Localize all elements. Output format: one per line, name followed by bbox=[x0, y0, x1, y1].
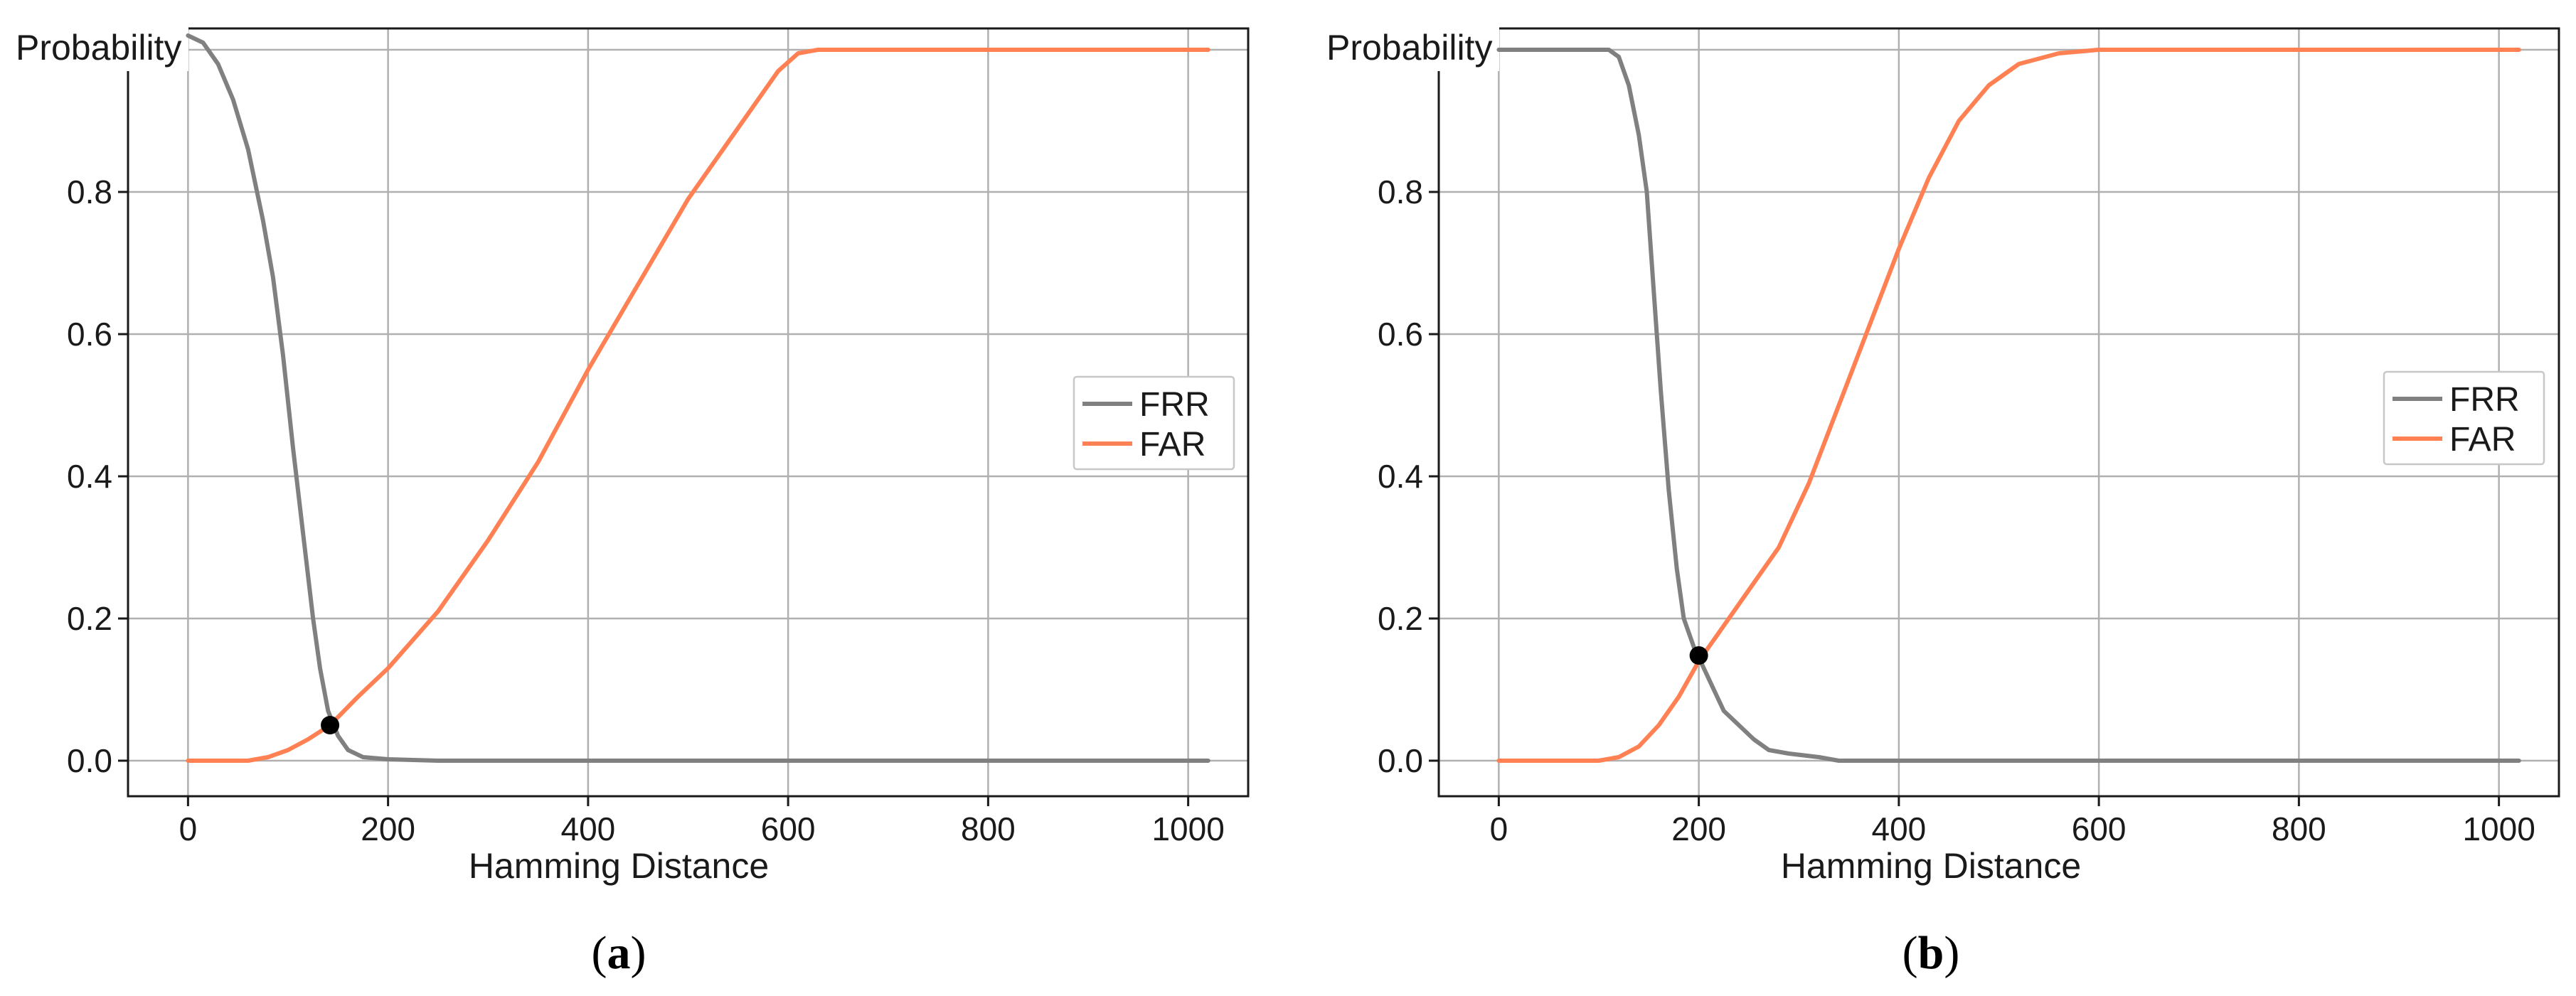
x-tick-label: 400 bbox=[561, 810, 616, 847]
x-axis-label: Hamming Distance bbox=[1781, 846, 2081, 886]
y-tick-label: 0.8 bbox=[67, 173, 112, 210]
legend-label-far: FAR bbox=[1139, 426, 1205, 464]
legend-label-frr: FRR bbox=[2449, 381, 2520, 419]
x-tick-label: 0 bbox=[1490, 810, 1508, 847]
y-tick-label: 0.0 bbox=[1378, 742, 1423, 779]
chart-panel-a: 020040060080010000.00.20.40.60.81.0Proba… bbox=[11, 27, 1250, 979]
y-axis-label: Probability bbox=[1326, 28, 1492, 68]
x-tick-label: 0 bbox=[179, 810, 198, 847]
x-axis-label: Hamming Distance bbox=[469, 846, 769, 886]
panel-label-close: ) bbox=[1944, 927, 1959, 979]
x-tick-label: 800 bbox=[961, 810, 1016, 847]
x-tick-label: 200 bbox=[361, 810, 415, 847]
y-axis-label-bg bbox=[1321, 27, 1499, 71]
y-tick-label: 0.0 bbox=[67, 742, 112, 779]
intersection-marker bbox=[1689, 646, 1708, 665]
series-line-frr bbox=[186, 33, 1210, 763]
panel-label-close: ) bbox=[631, 927, 646, 979]
y-tick-label: 0.4 bbox=[67, 458, 112, 495]
panel-label-open: ( bbox=[1902, 927, 1918, 979]
y-tick-label: 0.6 bbox=[1378, 316, 1423, 353]
legend-box bbox=[2383, 370, 2545, 466]
y-tick-label: 0.2 bbox=[1378, 600, 1423, 637]
x-tick-label: 600 bbox=[761, 810, 816, 847]
y-tick-label: 0.6 bbox=[67, 316, 112, 353]
y-tick-label: 0.4 bbox=[1378, 458, 1423, 495]
intersection-marker bbox=[321, 716, 340, 734]
x-tick-label: 400 bbox=[1872, 810, 1927, 847]
panel-label: (a) bbox=[592, 927, 646, 979]
x-tick-label: 1000 bbox=[2462, 810, 2535, 847]
y-axis-label-bg bbox=[11, 27, 188, 71]
panel-label-open: ( bbox=[592, 927, 607, 979]
panel-label: (b) bbox=[1902, 927, 1960, 979]
plot-frame bbox=[127, 27, 1250, 798]
x-tick-label: 200 bbox=[1671, 810, 1726, 847]
panel-label-letter: a bbox=[607, 927, 631, 979]
y-axis-label: Probability bbox=[16, 28, 181, 68]
series-line-frr bbox=[1496, 48, 2521, 763]
x-tick-label: 1000 bbox=[1151, 810, 1224, 847]
chart-panel-b: 020040060080010000.00.20.40.60.81.0Proba… bbox=[1321, 27, 2560, 979]
x-tick-label: 600 bbox=[2072, 810, 2127, 847]
x-tick-label: 800 bbox=[2272, 810, 2326, 847]
y-tick-label: 0.2 bbox=[67, 600, 112, 637]
series-line-far bbox=[1496, 48, 2521, 763]
legend-label-frr: FRR bbox=[1139, 386, 1210, 424]
y-tick-label: 0.8 bbox=[1378, 173, 1423, 210]
series-line-far bbox=[186, 48, 1210, 763]
plot-frame bbox=[1437, 27, 2560, 798]
legend-label-far: FAR bbox=[2449, 421, 2516, 459]
legend-box bbox=[1073, 375, 1235, 471]
panel-label-letter: b bbox=[1918, 927, 1944, 979]
